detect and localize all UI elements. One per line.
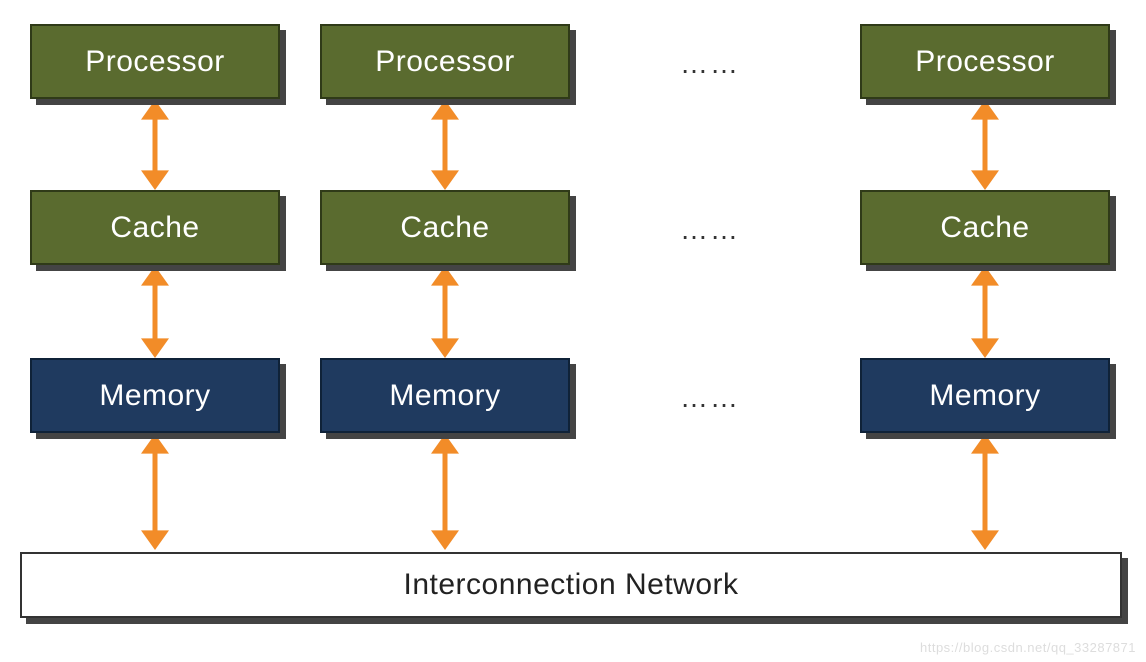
cache-node-0-label: Cache	[110, 211, 199, 245]
double-arrow	[137, 100, 173, 190]
cache-node-0: Cache	[30, 190, 280, 265]
processor-node-2: Processor	[860, 24, 1110, 99]
processor-node-1: Processor	[320, 24, 570, 99]
cache-node-2-box: Cache	[860, 190, 1110, 265]
memory-node-0: Memory	[30, 358, 280, 433]
processor-node-1-box: Processor	[320, 24, 570, 99]
cache-node-2: Cache	[860, 190, 1110, 265]
memory-node-1-box: Memory	[320, 358, 570, 433]
processor-node-2-box: Processor	[860, 24, 1110, 99]
ellipsis: ……	[680, 214, 740, 246]
memory-node-0-box: Memory	[30, 358, 280, 433]
processor-node-0: Processor	[30, 24, 280, 99]
cache-node-1-label: Cache	[400, 211, 489, 245]
interconnect-node-box: Interconnection Network	[20, 552, 1122, 618]
memory-node-2-box: Memory	[860, 358, 1110, 433]
double-arrow	[137, 266, 173, 358]
cache-node-0-box: Cache	[30, 190, 280, 265]
interconnect-node-label: Interconnection Network	[404, 568, 739, 602]
memory-node-0-label: Memory	[99, 379, 210, 413]
double-arrow	[967, 266, 1003, 358]
memory-node-1-label: Memory	[389, 379, 500, 413]
memory-node-1: Memory	[320, 358, 570, 433]
cache-node-1: Cache	[320, 190, 570, 265]
processor-node-1-label: Processor	[375, 45, 515, 79]
double-arrow	[967, 100, 1003, 190]
watermark-text: https://blog.csdn.net/qq_33287871	[920, 640, 1136, 655]
double-arrow	[427, 434, 463, 550]
ellipsis: ……	[680, 382, 740, 414]
double-arrow	[137, 434, 173, 550]
memory-node-2: Memory	[860, 358, 1110, 433]
double-arrow	[967, 434, 1003, 550]
memory-node-2-label: Memory	[929, 379, 1040, 413]
processor-node-2-label: Processor	[915, 45, 1055, 79]
processor-node-0-label: Processor	[85, 45, 225, 79]
ellipsis: ……	[680, 48, 740, 80]
double-arrow	[427, 100, 463, 190]
interconnect-node: Interconnection Network	[20, 552, 1122, 618]
cache-node-1-box: Cache	[320, 190, 570, 265]
processor-node-0-box: Processor	[30, 24, 280, 99]
double-arrow	[427, 266, 463, 358]
cache-node-2-label: Cache	[940, 211, 1029, 245]
